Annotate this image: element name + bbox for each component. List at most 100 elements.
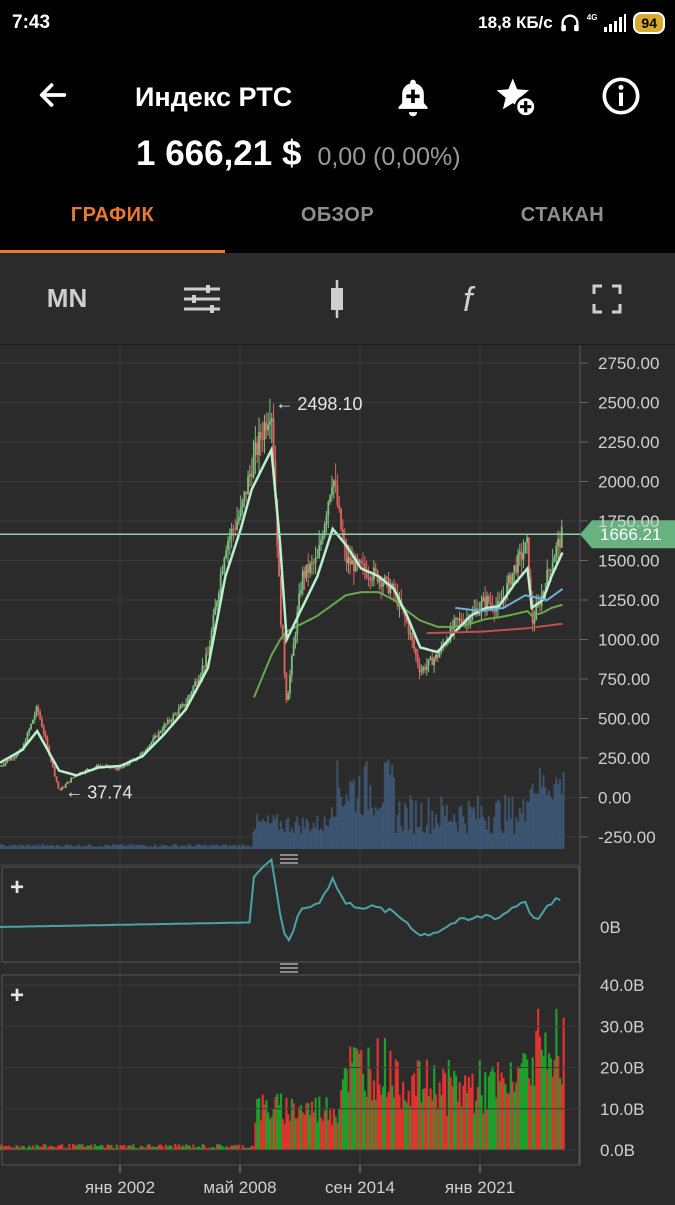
main-volume-bar bbox=[378, 808, 381, 849]
indicators-button[interactable]: f bbox=[432, 253, 512, 344]
candle-body bbox=[59, 788, 62, 791]
candle-body bbox=[155, 735, 158, 738]
candle-body bbox=[279, 576, 282, 625]
candle-body bbox=[4, 762, 7, 765]
candle-body bbox=[186, 697, 189, 704]
main-volume-bar bbox=[502, 833, 505, 849]
battery-indicator: 94 bbox=[633, 12, 665, 34]
volume-bar bbox=[250, 1145, 253, 1150]
candle-body bbox=[411, 633, 414, 640]
volume-bar bbox=[225, 1146, 228, 1150]
main-volume-bar bbox=[318, 830, 321, 849]
candle-body bbox=[557, 539, 560, 546]
tab-chart[interactable]: ГРАФИК bbox=[70, 204, 155, 226]
main-volume-bar bbox=[498, 801, 501, 849]
main-volume-bar bbox=[4, 846, 7, 849]
main-volume-bar bbox=[398, 801, 401, 849]
candle-body bbox=[42, 726, 45, 734]
volume-bar bbox=[442, 1068, 445, 1150]
candle-body bbox=[238, 516, 240, 522]
volume-bar bbox=[237, 1144, 241, 1150]
volume-bar bbox=[155, 1146, 159, 1150]
candle-body bbox=[329, 495, 332, 502]
volume-bar bbox=[473, 1113, 476, 1150]
volume-bar bbox=[39, 1146, 42, 1150]
volume-bar bbox=[95, 1146, 98, 1150]
main-volume-bar bbox=[436, 823, 439, 849]
volume-bar bbox=[6, 1146, 9, 1150]
volume-bar bbox=[130, 1146, 133, 1150]
main-volume-bar bbox=[409, 795, 412, 849]
candle-body bbox=[307, 564, 310, 573]
header: Индекс РТС 1 666,21 $ 0,00 (0,00%) ГРАФИ… bbox=[0, 48, 675, 253]
volume-bar bbox=[141, 1146, 144, 1150]
fullscreen-button[interactable] bbox=[567, 253, 647, 344]
tab-overview[interactable]: ОБЗОР bbox=[300, 204, 375, 226]
volume-bar bbox=[513, 1091, 516, 1150]
candle-body bbox=[6, 760, 9, 763]
period-button[interactable]: MN bbox=[27, 253, 107, 344]
main-volume-bar bbox=[188, 844, 191, 849]
volume-bar bbox=[132, 1144, 135, 1150]
main-volume-bar bbox=[509, 818, 512, 849]
main-volume-bar bbox=[223, 844, 226, 849]
candle-body bbox=[70, 777, 73, 783]
candle-body bbox=[422, 667, 425, 671]
main-volume-bar bbox=[216, 844, 219, 849]
chart-area[interactable]: 1666.21 2750.00 2500.00 2250.00 2000.00 1750… bbox=[0, 345, 675, 1200]
main-volume-bar bbox=[6, 846, 9, 849]
volume-bar bbox=[206, 1147, 210, 1150]
add-indicator-icon[interactable]: + bbox=[10, 874, 24, 901]
volume-bar bbox=[177, 1144, 180, 1150]
main-volume-bar bbox=[427, 797, 430, 849]
candle-body bbox=[115, 768, 118, 771]
main-volume-bar bbox=[62, 846, 65, 849]
info-icon[interactable] bbox=[601, 76, 641, 116]
back-arrow-icon[interactable] bbox=[36, 78, 70, 112]
volume-bar bbox=[154, 1147, 157, 1150]
volume-bar bbox=[0, 1144, 4, 1150]
chart-type-button[interactable] bbox=[297, 253, 377, 344]
volume-bar bbox=[97, 1146, 100, 1150]
tab-bar: ГРАФИК ОБЗОР СТАКАН bbox=[0, 200, 675, 253]
candle-body bbox=[44, 733, 47, 738]
chart-canvas[interactable]: 1666.21 2750.00 2500.00 2250.00 2000.00 1750… bbox=[0, 345, 675, 1200]
candle-body bbox=[456, 618, 459, 621]
add-indicator-icon[interactable]: + bbox=[10, 982, 24, 1009]
volume-bar bbox=[199, 1147, 202, 1150]
main-volume-bar bbox=[20, 845, 23, 849]
main-volume-bar bbox=[515, 817, 518, 849]
main-volume-bar bbox=[433, 828, 436, 849]
main-volume-bar bbox=[112, 844, 115, 849]
panel-drag-handle-icon[interactable] bbox=[280, 854, 298, 864]
volume-bar bbox=[562, 1017, 565, 1150]
volume-bar bbox=[24, 1148, 27, 1150]
main-volume-bar bbox=[292, 832, 295, 849]
volume-bar bbox=[558, 1078, 562, 1150]
tab-orderbook[interactable]: СТАКАН bbox=[520, 204, 605, 226]
candle-body bbox=[217, 592, 220, 602]
candle-body bbox=[31, 719, 34, 724]
status-icons: 18,8 КБ/с 4G 94 bbox=[478, 10, 665, 36]
panel-drag-handle-icon[interactable] bbox=[280, 963, 298, 973]
candle-body bbox=[555, 545, 558, 558]
main-volume-bar bbox=[491, 832, 494, 849]
volume-bar bbox=[332, 1108, 335, 1150]
candle-body bbox=[290, 656, 293, 676]
main-volume-bar bbox=[48, 845, 51, 849]
main-volume-bar bbox=[387, 759, 390, 849]
y-axis-main: 2750.00 2500.00 2250.00 2000.00 1750.00 1500.… bbox=[598, 354, 659, 847]
candle-body bbox=[2, 764, 5, 766]
candle-body bbox=[121, 767, 124, 769]
main-volume-bar bbox=[259, 821, 262, 849]
volume-bar bbox=[341, 1079, 345, 1150]
candle-body bbox=[256, 442, 259, 456]
bell-add-icon[interactable] bbox=[393, 76, 433, 120]
candle-body bbox=[154, 735, 156, 739]
star-add-icon[interactable] bbox=[495, 76, 537, 118]
settings-sliders-button[interactable] bbox=[162, 253, 242, 344]
main-volume-bar bbox=[343, 804, 346, 849]
main-volume-bar bbox=[553, 784, 556, 849]
candle-body bbox=[141, 751, 144, 754]
candle-body bbox=[449, 626, 452, 642]
